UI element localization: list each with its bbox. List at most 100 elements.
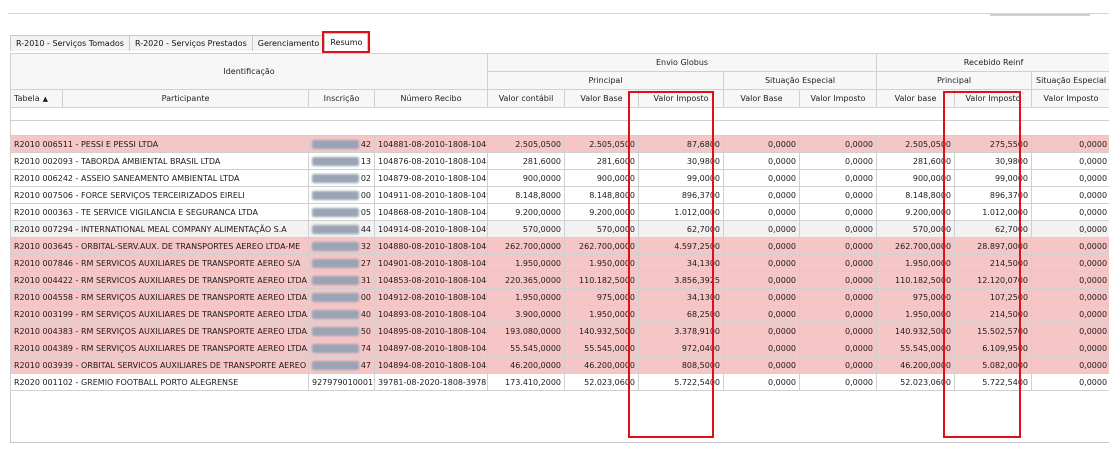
table-row[interactable]: R2010 006242 - ASSEIO SANEAMENTO AMBIENT… — [10, 169, 1109, 187]
participante-cell: R2010 000363 - TE SERVICE VIGILANCIA E S… — [10, 203, 309, 221]
tab-resumo[interactable]: Resumo — [322, 31, 371, 53]
se-imposto-cell: 0,0000 — [799, 322, 878, 340]
inscricao-cell: 00 — [308, 186, 375, 204]
valor-base-cell: 110.182,5000 — [564, 271, 640, 289]
participante-cell: R2010 006242 - ASSEIO SANEAMENTO AMBIENT… — [10, 169, 309, 187]
column-header-reinf-valor-base[interactable]: Valor base — [876, 89, 956, 108]
valor-imposto-cell: 99,0000 — [638, 169, 725, 187]
table-row[interactable]: R2010 002093 - TABORDA AMBIENTAL BRASIL … — [10, 152, 1109, 170]
r-imposto-cell: 107,2500 — [954, 288, 1033, 306]
inscricao-cell: 92797901000174 — [308, 373, 375, 391]
r-se-cell: 0,0000 — [1031, 356, 1109, 374]
participante-cell: R2010 006511 - PESSI E PESSI LTDA — [10, 135, 309, 153]
column-header-valor-base[interactable]: Valor Base — [564, 89, 640, 108]
se-base-cell: 0,0000 — [723, 271, 801, 289]
valor-contabil-cell: 281,6000 — [487, 152, 566, 170]
r-imposto-cell: 28.897,0000 — [954, 237, 1033, 255]
table-row[interactable]: R2010 004383 - RM SERVIÇOS AUXILIARES DE… — [10, 322, 1109, 340]
column-header-tabela[interactable]: Tabela ▲ — [10, 89, 63, 108]
inscricao-tail: 50 — [360, 326, 371, 336]
inscricao-cell: 74 — [308, 339, 375, 357]
participante-cell: R2010 004558 - RM SERVIÇOS AUXILIARES DE… — [10, 288, 309, 306]
numero-recibo-cell: 104901-08-2010-1808-104901 — [373, 254, 489, 272]
column-header-numero-recibo[interactable]: Número Recibo — [373, 89, 489, 108]
inscricao-tail: 47 — [360, 360, 371, 370]
numero-recibo-cell: 104868-08-2010-1808-104868 — [373, 203, 489, 221]
valor-base-cell: 140.932,5000 — [564, 322, 640, 340]
column-header-valor-imposto[interactable]: Valor Imposto — [638, 89, 725, 108]
tab-r2020[interactable]: R-2020 - Serviços Prestados — [128, 35, 253, 51]
column-header-se-valor-base[interactable]: Valor Base — [723, 89, 801, 108]
se-imposto-cell: 0,0000 — [799, 254, 878, 272]
r-base-cell: 262.700,0000 — [876, 237, 956, 255]
r-se-cell: 0,0000 — [1031, 373, 1109, 391]
r-se-cell: 0,0000 — [1031, 237, 1109, 255]
inscricao-cell: 32 — [308, 237, 375, 255]
valor-imposto-cell: 4.597,2500 — [638, 237, 725, 255]
participante-cell: R2010 004389 - RM SERVIÇOS AUXILIARES DE… — [10, 339, 309, 357]
se-imposto-cell: 0,0000 — [799, 220, 878, 238]
se-base-cell: 0,0000 — [723, 203, 801, 221]
column-header-reinf-valor-imposto[interactable]: Valor Imposto — [954, 89, 1033, 108]
r-base-cell: 1.950,0000 — [876, 254, 956, 272]
r-se-cell: 0,0000 — [1031, 288, 1109, 306]
group-recebido-reinf: Recebido Reinf — [876, 53, 1109, 72]
subgroup-situacao-especial-reinf: Situação Especial — [1031, 71, 1109, 90]
r-imposto-cell: 5.082,0000 — [954, 356, 1033, 374]
se-base-cell: 0,0000 — [723, 339, 801, 357]
table-row[interactable]: R2010 003645 - ORBITAL-SERV.AUX. DE TRAN… — [10, 237, 1109, 255]
table-row[interactable]: R2010 004422 - RM SERVICOS AUXILIARES DE… — [10, 271, 1109, 289]
valor-base-cell: 55.545,0000 — [564, 339, 640, 357]
r-imposto-cell: 896,3700 — [954, 186, 1033, 204]
se-imposto-cell: 0,0000 — [799, 288, 878, 306]
table-row[interactable]: R2010 004558 - RM SERVIÇOS AUXILIARES DE… — [10, 288, 1109, 306]
valor-contabil-cell: 262.700,0000 — [487, 237, 566, 255]
table-row[interactable]: R2010 007846 - RM SERVICOS AUXILIARES DE… — [10, 254, 1109, 272]
subgroup-principal: Principal — [487, 71, 725, 90]
redacted-blur — [312, 326, 359, 336]
tab-r2010[interactable]: R-2010 - Serviços Tomados — [10, 35, 130, 51]
r-se-cell: 0,0000 — [1031, 305, 1109, 323]
column-header-participante[interactable]: Participante — [62, 89, 309, 108]
table-row[interactable]: R2010 003939 - ORBITAL SERVICOS AUXILIAR… — [10, 356, 1109, 374]
valor-contabil-cell: 2.505,0500 — [487, 135, 566, 153]
summary-grid: Identificação Envio Globus Recebido Rein… — [9, 53, 1109, 443]
r-se-cell: 0,0000 — [1031, 322, 1109, 340]
se-base-cell: 0,0000 — [723, 169, 801, 187]
subgroup-situacao-especial: Situação Especial — [723, 71, 878, 90]
participante-cell: R2010 003645 - ORBITAL-SERV.AUX. DE TRAN… — [10, 237, 309, 255]
table-row[interactable]: R2020 001102 - GREMIO FOOTBALL PORTO ALE… — [10, 373, 1109, 391]
group-identificacao: Identificação — [9, 53, 489, 90]
column-header-reinf-se-valor-imposto[interactable]: Valor Imposto — [1031, 89, 1109, 108]
column-header-valor-contabil[interactable]: Valor contábil — [487, 89, 566, 108]
numero-recibo-cell: 104876-08-2010-1808-104869 — [373, 152, 489, 170]
table-row[interactable]: R2010 006511 - PESSI E PESSI LTDA 42 10488… — [10, 135, 1109, 153]
r-base-cell: 900,0000 — [876, 169, 956, 187]
participante-cell: R2010 007506 - FORCE SERVIÇOS TERCEIRIZA… — [10, 186, 309, 204]
table-row[interactable]: R2010 007506 - FORCE SERVIÇOS TERCEIRIZA… — [10, 186, 1109, 204]
column-header-se-valor-imposto[interactable]: Valor Imposto — [799, 89, 878, 108]
valor-contabil-cell: 3.900,0000 — [487, 305, 566, 323]
se-base-cell: 0,0000 — [723, 356, 801, 374]
r-imposto-cell: 1.012,0000 — [954, 203, 1033, 221]
table-row[interactable]: R2010 003199 - RM SERVIÇOS AUXILIARES DE… — [10, 305, 1109, 323]
r-base-cell: 55.545,0000 — [876, 339, 956, 357]
summary-table: Identificação Envio Globus Recebido Rein… — [9, 53, 1109, 391]
inscricao-cell: 47 — [308, 356, 375, 374]
valor-base-cell: 9.200,0000 — [564, 203, 640, 221]
scroll-indicator — [990, 14, 1090, 16]
r-imposto-cell: 99,0000 — [954, 169, 1033, 187]
r-imposto-cell: 62,7000 — [954, 220, 1033, 238]
inscricao-tail: 74 — [360, 343, 371, 353]
valor-imposto-cell: 68,2500 — [638, 305, 725, 323]
table-row[interactable]: R2010 007294 - INTERNATIONAL MEAL COMPAN… — [10, 220, 1109, 238]
column-header-inscricao[interactable]: Inscrição — [308, 89, 375, 108]
tab-gerenciamento[interactable]: Gerenciamento — [251, 35, 326, 51]
valor-contabil-cell: 220.365,0000 — [487, 271, 566, 289]
redacted-blur — [312, 139, 359, 149]
table-row[interactable]: R2010 004389 - RM SERVIÇOS AUXILIARES DE… — [10, 339, 1109, 357]
table-row[interactable]: R2010 000363 - TE SERVICE VIGILANCIA E S… — [10, 203, 1109, 221]
r-base-cell: 2.505,0500 — [876, 135, 956, 153]
inscricao-cell: 05 — [308, 203, 375, 221]
sort-asc-icon: ▲ — [42, 95, 48, 103]
